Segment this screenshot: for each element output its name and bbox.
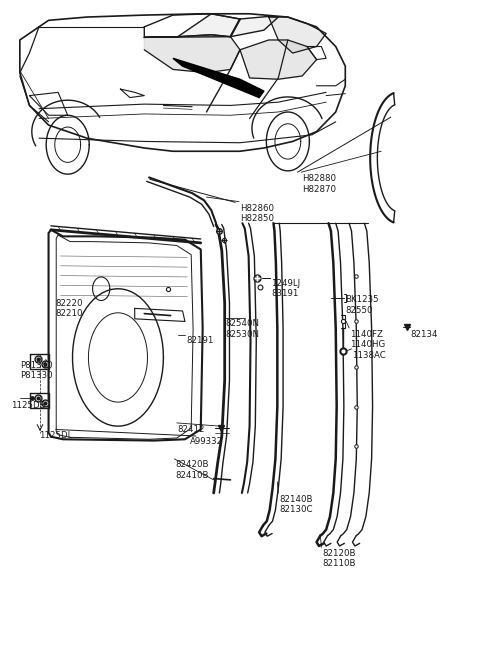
Text: 1249LJ
83191: 1249LJ 83191 xyxy=(271,279,300,298)
Text: 82140B
82130C: 82140B 82130C xyxy=(279,495,313,514)
Text: 82540N
82530N: 82540N 82530N xyxy=(226,319,260,339)
Text: 1140FZ
1140HG: 1140FZ 1140HG xyxy=(350,330,385,350)
Text: 1125DL: 1125DL xyxy=(39,431,72,440)
Text: H82860
H82850: H82860 H82850 xyxy=(240,203,274,223)
Text: 82134: 82134 xyxy=(410,330,437,339)
Text: 1125DB: 1125DB xyxy=(11,401,46,410)
Polygon shape xyxy=(144,14,278,37)
Text: BK1235
82550: BK1235 82550 xyxy=(345,295,379,315)
Polygon shape xyxy=(144,35,240,73)
Text: 82220
82210: 82220 82210 xyxy=(56,298,83,318)
Text: 82191: 82191 xyxy=(186,336,214,345)
Text: 82120B
82110B: 82120B 82110B xyxy=(323,548,356,568)
Text: 82420B
82410B: 82420B 82410B xyxy=(175,461,209,480)
Text: 82412: 82412 xyxy=(178,425,205,434)
Text: 1138AC: 1138AC xyxy=(352,351,386,360)
Polygon shape xyxy=(173,58,264,98)
Text: P81340
P81330: P81340 P81330 xyxy=(20,361,52,380)
Polygon shape xyxy=(269,17,326,53)
Polygon shape xyxy=(240,40,317,79)
Text: H82880
H82870: H82880 H82870 xyxy=(302,174,336,194)
Text: A99332: A99332 xyxy=(190,437,223,445)
